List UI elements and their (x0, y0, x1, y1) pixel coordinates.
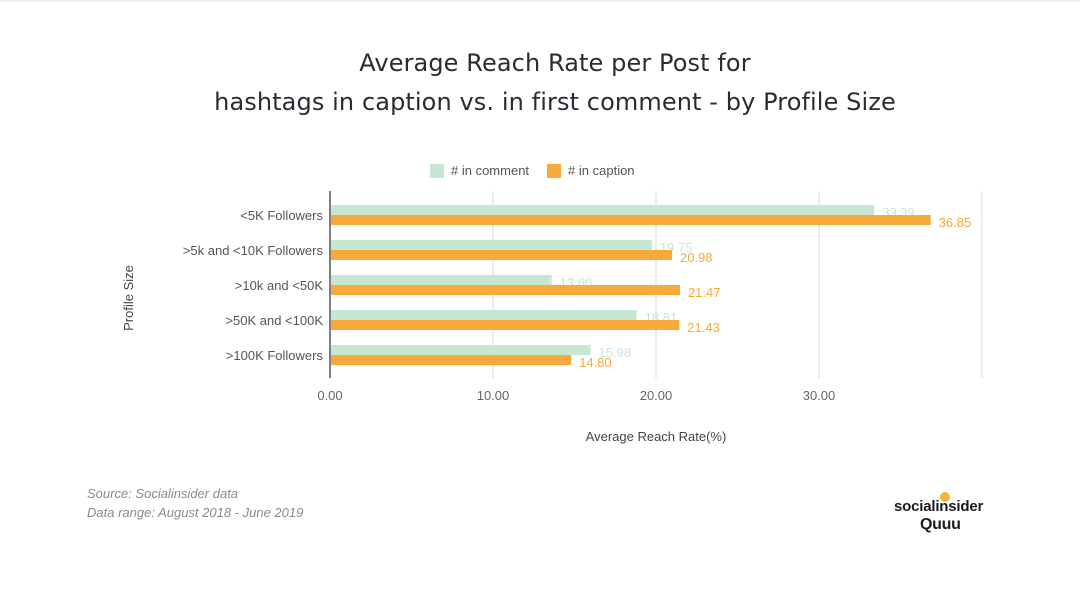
bar-caption (331, 355, 572, 365)
x-axis-label: Average Reach Rate(%) (586, 429, 727, 444)
chart-title: Average Reach Rate per Post for hashtags… (0, 44, 1080, 122)
bar-comment (331, 345, 591, 355)
bar-comment (331, 310, 637, 320)
x-tick-label: 0.00 (317, 388, 342, 403)
data-label-caption: 14.80 (579, 355, 612, 370)
data-label-comment: 15.98 (598, 345, 631, 360)
x-tick-label: 10.00 (477, 388, 510, 403)
bar-caption (331, 215, 931, 225)
bar-comment (331, 205, 875, 215)
legend-label-comment: # in comment (451, 163, 530, 178)
bar-comment (331, 275, 552, 285)
data-label-caption: 21.47 (688, 285, 721, 300)
source-note: Source: Socialinsider data (87, 486, 239, 501)
data-label-caption: 20.98 (680, 250, 713, 265)
bar-caption (331, 250, 672, 260)
x-tick-label: 20.00 (640, 388, 673, 403)
bar-caption (331, 320, 680, 330)
bar-caption (331, 285, 680, 295)
data-label-caption: 36.85 (939, 215, 972, 230)
logo-quuu: Quuu (920, 516, 961, 533)
legend-swatch-caption (547, 163, 562, 178)
chart-title-line-2: hashtags in caption vs. in first comment… (214, 88, 896, 116)
logo-socialinsider: socialinsider (894, 498, 984, 515)
category-label: >5k and <10K Followers (183, 243, 324, 258)
category-label: <5K Followers (240, 208, 323, 223)
chart-legend: # in comment # in caption (430, 163, 653, 178)
brand-logo: socialinsider Quuu (894, 492, 1004, 540)
bar-comment (331, 240, 652, 250)
chart-title-line-1: Average Reach Rate per Post for (359, 49, 751, 77)
date-range-note: Data range: August 2018 - June 2019 (87, 505, 304, 520)
top-divider (0, 0, 1080, 2)
legend-item-caption: # in caption (547, 163, 635, 178)
legend-label-caption: # in caption (568, 163, 635, 178)
y-axis-label: Profile Size (121, 265, 136, 331)
data-label-caption: 21.43 (687, 320, 720, 335)
legend-swatch-comment (430, 163, 444, 178)
logo-dot-icon (940, 492, 950, 502)
category-label: >50K and <100K (225, 313, 323, 328)
x-tick-label: 30.00 (803, 388, 836, 403)
legend-item-comment: # in comment (430, 163, 529, 178)
category-label: >100K Followers (226, 348, 324, 363)
category-label: >10k and <50K (235, 278, 324, 293)
chart-footer: Source: Socialinsider data Data range: A… (87, 484, 303, 522)
